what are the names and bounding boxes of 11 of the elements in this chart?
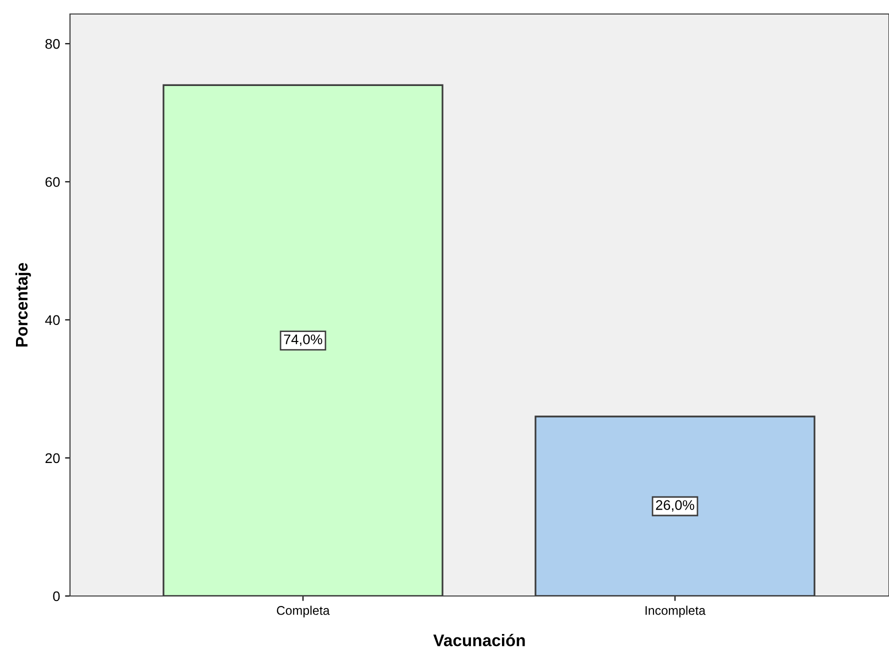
x-tick-label: Completa [276,606,330,618]
y-tick-label: 60 [46,177,60,187]
data-label: 26,0% [656,500,694,512]
y-tick-label: 0 [53,591,60,602]
y-axis-title: Porcentaje [15,262,31,346]
data-label: 74,0% [284,334,322,346]
y-tick-label: 20 [46,453,60,464]
y-tick-label: 80 [45,39,60,49]
x-axis-title: Vacunación [433,634,525,646]
x-tick-label: Incompleta [646,606,706,618]
y-tick-label: 40 [45,315,60,326]
